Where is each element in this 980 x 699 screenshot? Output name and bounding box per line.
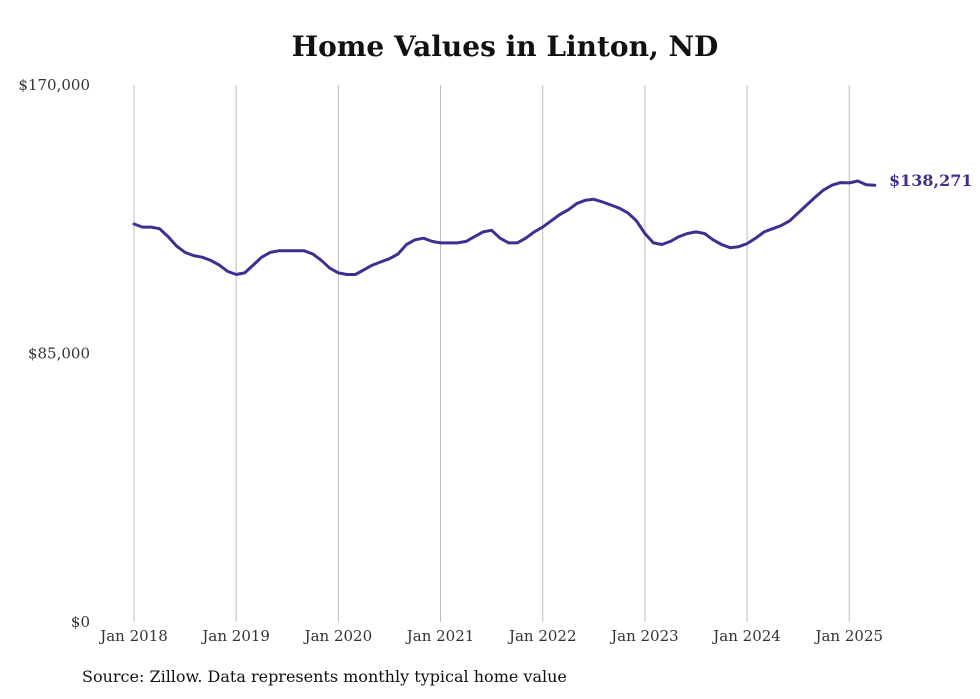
grid-lines bbox=[133, 85, 850, 622]
y-axis-ticks: $170,000 $85,000 $0 bbox=[18, 76, 90, 631]
end-label-layer: $138,271 bbox=[889, 171, 973, 190]
source-note: Source: Zillow. Data represents monthly … bbox=[82, 667, 567, 686]
x-tick-label: Jan 2023 bbox=[609, 627, 679, 645]
x-axis-ticks: Jan 2018 Jan 2019 Jan 2020 Jan 2021 Jan 2022… bbox=[98, 627, 883, 645]
x-tick-label: Jan 2022 bbox=[507, 627, 577, 645]
x-tick-label: Jan 2024 bbox=[711, 627, 781, 645]
x-tick-label: Jan 2019 bbox=[200, 627, 270, 645]
series-layer bbox=[132, 179, 877, 276]
y-tick-label: $85,000 bbox=[28, 345, 90, 363]
y-tick-label: $170,000 bbox=[18, 76, 90, 94]
x-tick-label: Jan 2020 bbox=[303, 627, 373, 645]
x-tick-label: Jan 2025 bbox=[813, 627, 883, 645]
end-value-label: $138,271 bbox=[889, 171, 973, 190]
y-tick-label: $0 bbox=[71, 613, 90, 631]
x-tick-label: Jan 2018 bbox=[98, 627, 168, 645]
series-line bbox=[132, 179, 877, 276]
x-tick-label: Jan 2021 bbox=[405, 627, 475, 645]
chart-title: Home Values in Linton, ND bbox=[291, 30, 719, 63]
